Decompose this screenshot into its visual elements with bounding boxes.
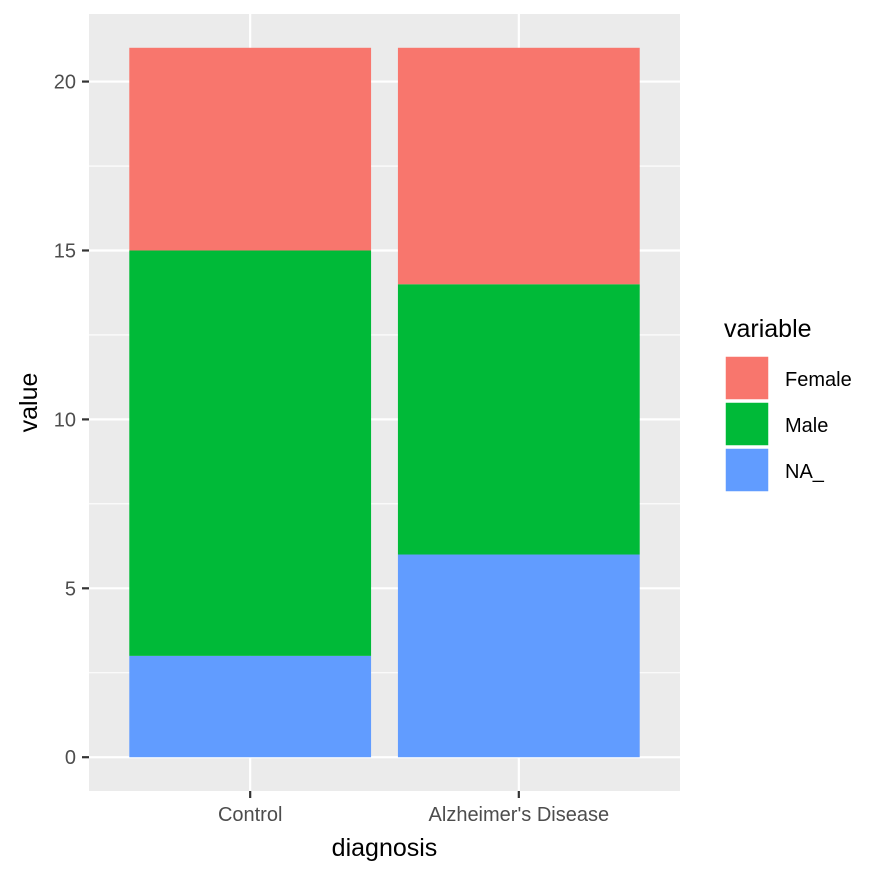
legend-label: Female (785, 369, 852, 391)
x-axis: Control Alzheimer's Disease (218, 791, 609, 826)
legend: variable Female Male NA_ (724, 315, 852, 493)
x-axis-title: diagnosis (332, 834, 438, 862)
y-axis: 0 5 10 15 20 (54, 72, 89, 769)
x-tick-label: Alzheimer's Disease (429, 804, 610, 826)
bar-segment-na (129, 655, 372, 758)
bar-segment-female (129, 47, 372, 251)
legend-label: NA_ (785, 461, 825, 483)
y-tick-label: 10 (54, 409, 76, 431)
bars (129, 47, 640, 758)
y-tick-label: 5 (65, 578, 76, 600)
legend-key (724, 447, 770, 493)
legend-title: variable (724, 315, 812, 343)
y-tick-label: 15 (54, 240, 76, 262)
bar-segment-female (397, 47, 640, 285)
bar-segment-male (397, 284, 640, 555)
y-tick-label: 0 (65, 747, 76, 769)
bar-segment-na (397, 554, 640, 758)
y-axis-title: value (15, 373, 43, 433)
legend-key (724, 355, 770, 401)
legend-key (724, 401, 770, 447)
y-tick-label: 20 (54, 72, 76, 94)
bar-segment-male (129, 250, 372, 656)
legend-label: Male (785, 415, 828, 437)
x-tick-label: Control (218, 804, 282, 826)
